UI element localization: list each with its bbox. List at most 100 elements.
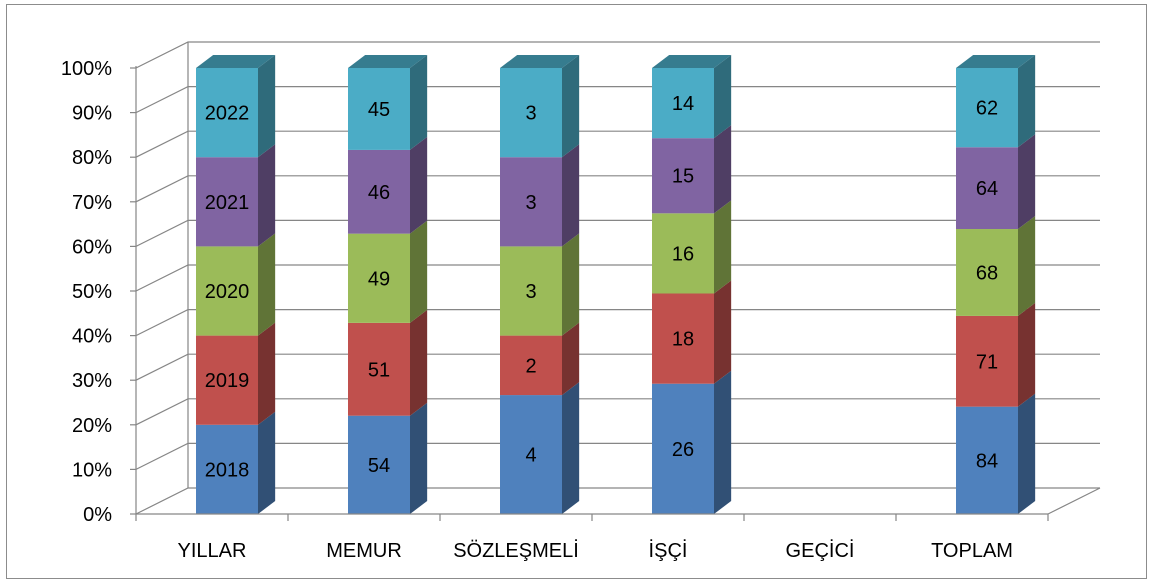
bar-toplam-s4-side (1018, 134, 1036, 230)
bar-memur-s4 (348, 149, 410, 234)
y-tick-label: 30% (72, 370, 112, 392)
axes-layer: 0% 10% 20% 30% 40% 50% 60% 70% 80% 90% 100% YILLAR M… (61, 58, 1049, 562)
bar-toplam-s4 (956, 147, 1018, 230)
gridline-10pct (135, 442, 1100, 470)
bar-toplam-s3-side (1018, 216, 1036, 316)
bar-memur-s1 (348, 415, 410, 514)
bar-yillar-s5-side (258, 55, 276, 158)
data-label-memur-s4: 46 (368, 182, 390, 204)
data-label-memur-s5: 45 (368, 99, 390, 121)
gridline-30pct (135, 353, 1100, 381)
bar-memur-s1-side (410, 402, 428, 514)
x-category-label: İŞÇİ (649, 539, 688, 562)
bar-toplam-s2 (956, 315, 1018, 407)
data-label-memur-s1: 54 (368, 455, 390, 477)
bar-i̇şçi̇-s1 (652, 383, 714, 514)
bar-sözleşmeli̇-s1-side (562, 382, 580, 514)
bar-sözleşmeli̇-s2 (500, 335, 562, 396)
bar-i̇şçi̇-s3-side (714, 200, 732, 294)
bars-layer (196, 55, 1036, 514)
y-tick-label: 100% (61, 58, 112, 80)
y-tick-label: 40% (72, 326, 112, 348)
bar-yillar-s5-top (196, 55, 276, 68)
bar-memur-s3 (348, 233, 410, 323)
bar-toplam-s1-side (1018, 393, 1036, 514)
data-label-toplam-s2: 71 (976, 351, 998, 373)
data-label-sözleşmeli̇-s3: 3 (525, 281, 536, 303)
data-label-yillar-s1: 2018 (205, 459, 250, 481)
bar-i̇şçi̇-s4 (652, 138, 714, 214)
x-category-label: MEMUR (326, 540, 402, 562)
bar-yillar-s4-side (258, 144, 276, 247)
grid-layer (135, 41, 1101, 515)
bar-sözleşmeli̇-s1 (500, 395, 562, 514)
bar-sözleşmeli̇-s5-top (500, 55, 580, 68)
data-label-yillar-s4: 2021 (205, 192, 250, 214)
bar-yillar-s2-side (258, 322, 276, 425)
bar-yillar-s1-side (258, 411, 276, 514)
data-label-toplam-s5: 62 (976, 98, 998, 120)
data-label-i̇şçi̇-s4: 15 (672, 166, 694, 188)
data-label-i̇şçi̇-s2: 18 (672, 329, 694, 351)
bar-toplam-s5 (956, 68, 1018, 148)
bar-i̇şçi̇-s2 (652, 293, 714, 384)
gridline-20pct (135, 398, 1100, 426)
bar-memur-s4-side (410, 136, 428, 234)
x-category-label: YILLAR (178, 540, 247, 562)
bar-memur-s5 (348, 68, 410, 150)
data-label-sözleşmeli̇-s2: 2 (525, 355, 536, 377)
bar-i̇şçi̇-s4-side (714, 125, 732, 214)
bar-sözleşmeli̇-s3-side (562, 233, 580, 336)
data-label-sözleşmeli̇-s4: 3 (525, 192, 536, 214)
x-category-label: SÖZLEŞMELİ (453, 539, 579, 562)
y-tick-label: 0% (83, 504, 112, 526)
bar-yillar-s4 (196, 157, 258, 247)
gridline-80pct (135, 130, 1100, 158)
data-label-yillar-s3: 2020 (205, 281, 250, 303)
y-tick-label: 50% (72, 281, 112, 303)
bar-memur-s3-side (410, 220, 428, 323)
y-tick-label: 60% (72, 236, 112, 258)
data-label-sözleşmeli̇-s1: 4 (525, 445, 536, 467)
x-category-label: TOPLAM (931, 540, 1013, 562)
bar-toplam-s5-side (1018, 55, 1036, 148)
floor-right-edge (1047, 487, 1101, 515)
bar-yillar-s5 (196, 68, 258, 158)
bar-sözleşmeli̇-s2-side (562, 322, 580, 396)
bar-sözleşmeli̇-s3 (500, 246, 562, 336)
data-label-yillar-s2: 2019 (205, 370, 250, 392)
y-tick-label: 80% (72, 147, 112, 169)
bar-i̇şçi̇-s2-side (714, 280, 732, 384)
y-tick-label: 20% (72, 415, 112, 437)
bar-sözleşmeli̇-s5 (500, 68, 562, 158)
bar-yillar-s2 (196, 335, 258, 425)
gridline-60pct (135, 219, 1100, 247)
bar-sözleşmeli̇-s4-side (562, 144, 580, 247)
bar-sözleşmeli̇-s5-side (562, 55, 580, 158)
bar-yillar-s3 (196, 246, 258, 336)
gridline-90pct (135, 85, 1100, 114)
bar-i̇şçi̇-s3 (652, 213, 714, 294)
y-tick-label: 10% (72, 459, 112, 481)
bar-yillar-s1 (196, 424, 258, 514)
x-category-label: GEÇİCİ (786, 539, 855, 562)
data-label-i̇şçi̇-s5: 14 (672, 93, 694, 115)
gridline-50pct (135, 264, 1100, 292)
bar-i̇şçi̇-s1-side (714, 370, 732, 514)
gridline-40pct (135, 309, 1100, 337)
bar-yillar-s3-side (258, 233, 276, 336)
bar-toplam-s3 (956, 229, 1018, 316)
bar-toplam-s2-side (1018, 302, 1036, 407)
data-label-toplam-s4: 64 (976, 178, 998, 200)
bar-i̇şçi̇-s5-side (714, 55, 732, 139)
data-label-memur-s3: 49 (368, 268, 390, 290)
bar-sözleşmeli̇-s4 (500, 157, 562, 247)
y-tick-label: 90% (72, 103, 112, 125)
data-label-toplam-s3: 68 (976, 262, 998, 284)
data-label-i̇şçi̇-s1: 26 (672, 439, 694, 461)
bar-memur-s5-top (348, 55, 428, 68)
labels-layer: 2018 2019 2020 2021 2022 54 51 49 46 45 4 2 3 3 3 26 18 1… (205, 93, 998, 481)
bar-memur-s2-side (410, 309, 428, 416)
data-label-i̇şçi̇-s3: 16 (672, 243, 694, 265)
